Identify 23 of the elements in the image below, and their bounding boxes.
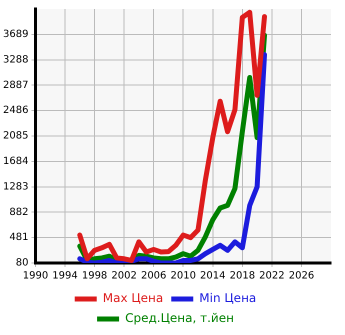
x-tick-label: 1990 (22, 270, 48, 282)
y-tick-label: 1684 (2, 156, 28, 167)
legend-label: Сред.Цена, т.йен (125, 311, 234, 326)
x-tick-label: 2002 (111, 270, 137, 282)
x-tick-label: 2014 (200, 270, 226, 282)
y-tick-label: 3288 (2, 54, 28, 66)
y-tick-label: 2085 (2, 130, 28, 142)
x-tick-label: 2010 (170, 270, 196, 282)
y-tick-label: 481 (9, 232, 28, 244)
y-tick-label: 882 (9, 206, 28, 218)
y-tick-label: 1283 (2, 181, 28, 192)
y-tick-label: 2486 (2, 105, 28, 116)
y-tick-label: 2887 (2, 80, 28, 91)
x-tick-label: 1998 (82, 270, 108, 282)
y-tick-label: 80 (16, 258, 28, 269)
x-tick-label: 2006 (140, 270, 166, 282)
y-tick-label: 3689 (2, 28, 28, 40)
x-tick-label: 2026 (288, 270, 314, 282)
x-tick-label: 2018 (230, 270, 256, 282)
x-tick-label: 2022 (259, 270, 285, 282)
legend-label: Min Цена (199, 291, 256, 306)
legend-label: Max Цена (102, 291, 164, 306)
x-tick-label: 1994 (52, 270, 78, 282)
